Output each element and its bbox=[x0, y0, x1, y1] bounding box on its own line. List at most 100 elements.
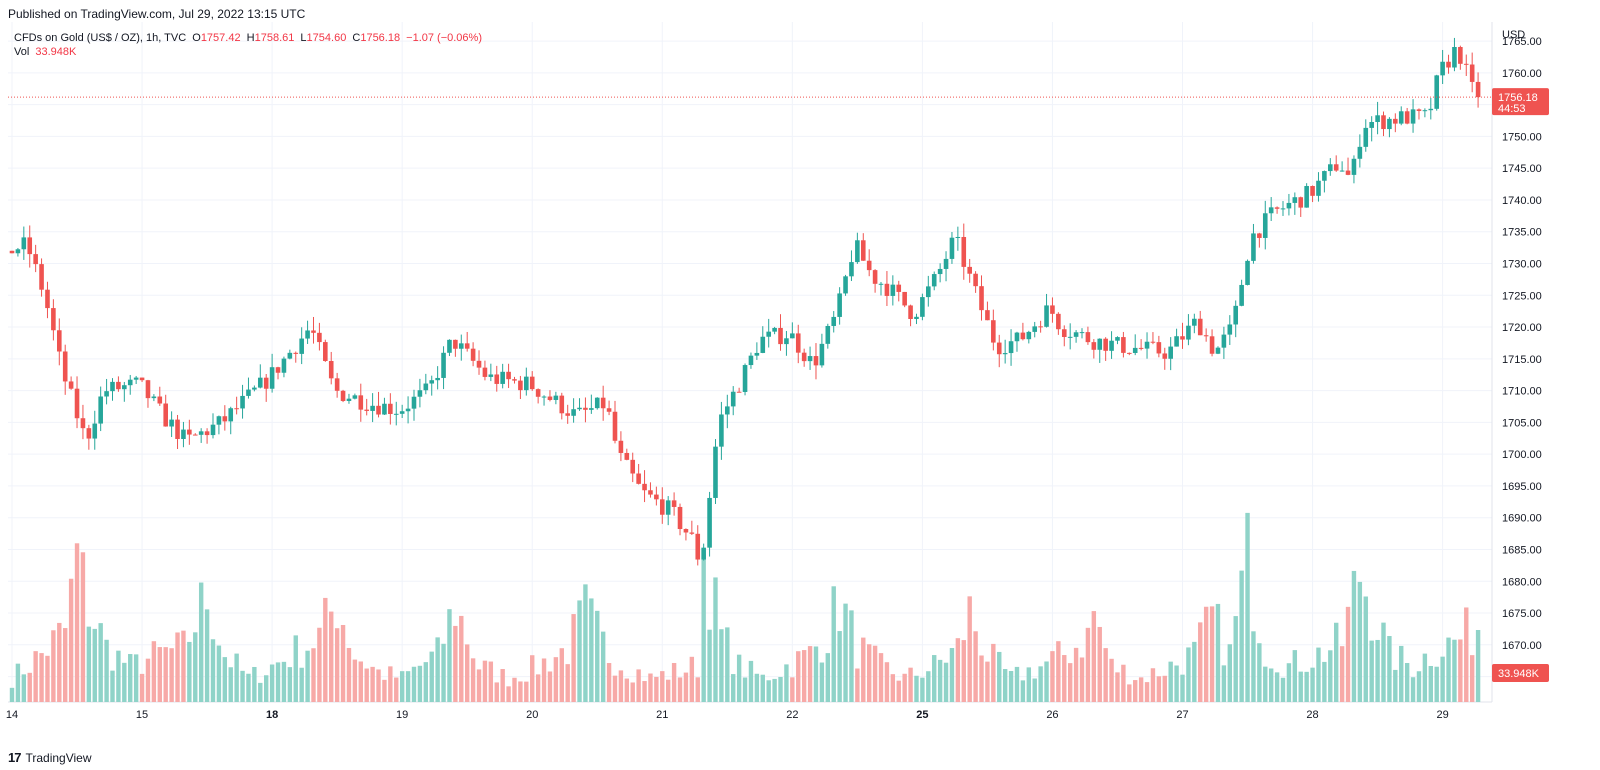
volume-bar bbox=[535, 674, 541, 702]
candle-body bbox=[1363, 127, 1369, 147]
price-tick-label: 1740.00 bbox=[1502, 195, 1542, 207]
candle-body bbox=[642, 483, 647, 491]
candle-body bbox=[1292, 197, 1298, 203]
volume-bar bbox=[683, 672, 689, 702]
candle-body bbox=[1387, 118, 1392, 130]
candle-body bbox=[1103, 338, 1108, 351]
volume-label: Vol bbox=[14, 46, 30, 58]
volume-bar bbox=[33, 651, 38, 702]
volume-bar bbox=[618, 670, 624, 702]
candle-body bbox=[1446, 61, 1451, 68]
candle-body bbox=[399, 411, 405, 414]
candle-body bbox=[364, 409, 369, 411]
candle-body bbox=[677, 506, 683, 530]
candle-body bbox=[98, 396, 103, 424]
volume-bar bbox=[1428, 665, 1433, 702]
candle-body bbox=[1008, 341, 1014, 354]
candle-body bbox=[565, 413, 570, 416]
volume-bar bbox=[796, 651, 801, 702]
candle-body bbox=[210, 424, 216, 436]
last-volume-label: 33.948K bbox=[1498, 668, 1540, 680]
candle-body bbox=[1339, 170, 1345, 172]
candle-body bbox=[748, 355, 754, 366]
candle-body bbox=[1144, 341, 1150, 349]
candle-body bbox=[370, 405, 375, 411]
candle-body bbox=[1026, 331, 1032, 340]
volume-bar bbox=[920, 677, 925, 702]
symbol-title[interactable]: CFDs on Gold (US$ / OZ), 1h, TVC bbox=[14, 32, 187, 44]
candle-body bbox=[423, 383, 429, 391]
candle-body bbox=[393, 413, 399, 415]
candle-body bbox=[860, 240, 866, 261]
volume-bar bbox=[642, 681, 647, 702]
volume-bar bbox=[754, 673, 760, 702]
volume-bar bbox=[1286, 663, 1292, 702]
candle-body bbox=[659, 499, 665, 515]
candle-body bbox=[843, 276, 848, 294]
volume-bar bbox=[1056, 641, 1061, 702]
candle-body bbox=[766, 331, 771, 337]
volume-bar bbox=[287, 667, 293, 702]
volume-bar bbox=[760, 674, 765, 702]
price-tick-label: 1715.00 bbox=[1502, 354, 1542, 366]
candle-body bbox=[1262, 213, 1268, 238]
volume-bar bbox=[464, 644, 470, 702]
volume-bar bbox=[57, 622, 62, 702]
candle-body bbox=[819, 343, 825, 366]
candle-body bbox=[1239, 284, 1244, 306]
date-tick-label: 20 bbox=[526, 709, 538, 721]
volume-bar bbox=[748, 660, 754, 702]
candle-body bbox=[890, 284, 896, 296]
volume-bar bbox=[1062, 655, 1067, 702]
volume-bar bbox=[855, 668, 860, 702]
volume-bar bbox=[595, 610, 600, 702]
candle-body bbox=[760, 336, 766, 353]
candle-body bbox=[872, 270, 878, 284]
volume-bar bbox=[518, 681, 523, 702]
volume-bar bbox=[831, 586, 836, 702]
volume-bar bbox=[884, 662, 890, 702]
volume-bar bbox=[825, 653, 831, 702]
candle-body bbox=[175, 419, 180, 439]
candle-body bbox=[571, 409, 576, 416]
price-tick-label: 1750.00 bbox=[1502, 131, 1542, 143]
candle-body bbox=[62, 351, 68, 382]
volume-bar bbox=[169, 648, 174, 702]
volume-bar bbox=[1280, 677, 1286, 702]
candle-body bbox=[902, 291, 907, 306]
candle-body bbox=[648, 490, 653, 495]
volume-bar bbox=[1133, 680, 1138, 702]
volume-bar bbox=[122, 662, 127, 702]
candle-body bbox=[831, 316, 837, 326]
volume-bar bbox=[175, 632, 180, 702]
candle-body bbox=[352, 395, 358, 399]
last-price-label: 1756.18 bbox=[1498, 92, 1538, 104]
volume-bar bbox=[1257, 643, 1262, 702]
volume-bar bbox=[181, 630, 186, 702]
volume-bar bbox=[187, 641, 192, 702]
date-tick-label: 21 bbox=[656, 709, 668, 721]
candle-body bbox=[1268, 207, 1274, 214]
candle-body bbox=[1410, 109, 1416, 124]
candle-body bbox=[1091, 342, 1097, 350]
date-tick-label: 26 bbox=[1046, 709, 1058, 721]
candle-body bbox=[955, 236, 961, 238]
footer-brand[interactable]: 17 TradingView bbox=[8, 750, 92, 765]
volume-bar bbox=[63, 628, 68, 702]
candle-body bbox=[151, 396, 157, 399]
price-tick-label: 1725.00 bbox=[1502, 290, 1542, 302]
candle-body bbox=[1150, 341, 1156, 343]
candle-body bbox=[790, 333, 795, 339]
last-price-badge bbox=[1492, 88, 1549, 116]
candle-body bbox=[813, 356, 819, 366]
candle-body bbox=[1322, 171, 1327, 181]
candle-body bbox=[228, 408, 234, 422]
candle-body bbox=[920, 297, 925, 317]
candle-body bbox=[346, 398, 352, 401]
volume-bar bbox=[45, 655, 50, 702]
volume-bar bbox=[1115, 672, 1120, 702]
candle-body bbox=[1286, 202, 1292, 209]
date-tick-label: 25 bbox=[916, 709, 928, 721]
candle-body bbox=[340, 390, 346, 401]
